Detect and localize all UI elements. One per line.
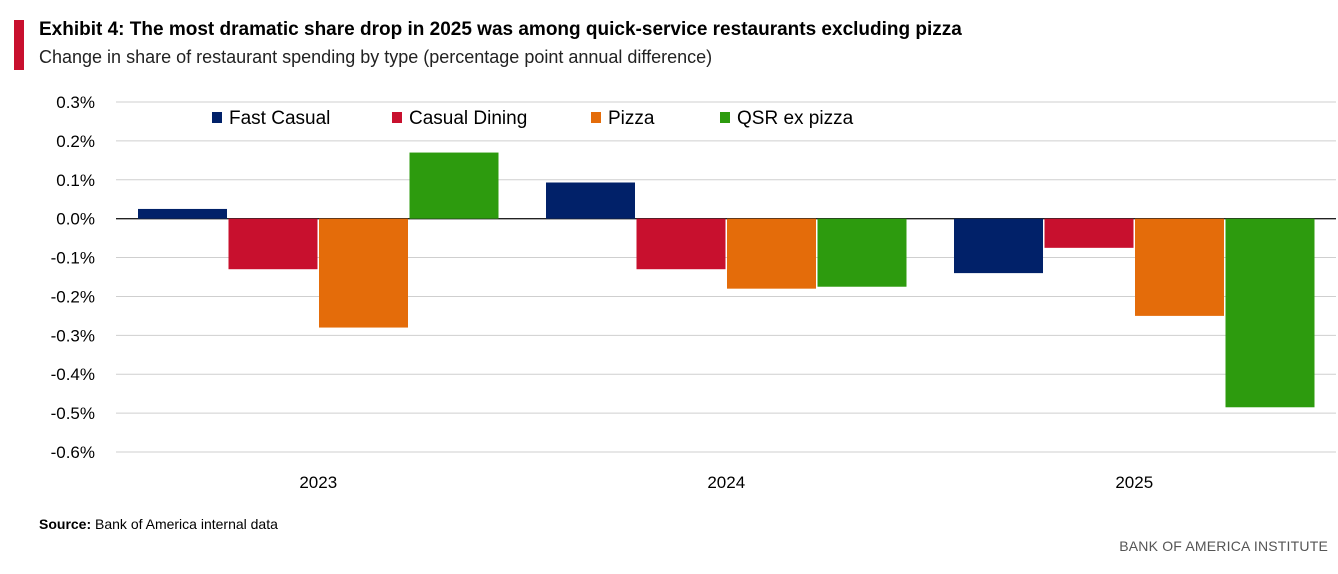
bar-fast-casual-2024 xyxy=(546,182,635,219)
legend-swatch xyxy=(212,112,222,123)
y-tick-label: -0.2% xyxy=(51,287,95,306)
y-tick-label: 0.0% xyxy=(56,210,95,229)
bar-chart: 0.3% 0.2% 0.1% 0.0% -0.1% -0.2% -0.3% -0.4% -0.5… xyxy=(51,93,1336,492)
bar-qsr-ex-pizza-2023 xyxy=(409,152,499,219)
y-tick-label: -0.1% xyxy=(51,249,95,268)
x-tick-label: 2024 xyxy=(707,473,745,492)
y-tick-label: -0.6% xyxy=(51,443,95,462)
bar-pizza-2024 xyxy=(727,218,816,289)
legend-label: Fast Casual xyxy=(229,108,330,129)
y-tick-label: -0.4% xyxy=(51,365,95,384)
legend-swatch xyxy=(591,112,601,123)
title-accent-bar xyxy=(14,20,24,70)
bar-casual-dining-2024 xyxy=(636,218,726,270)
bar-pizza-2025 xyxy=(1135,218,1224,316)
source-text: Bank of America internal data xyxy=(91,516,278,532)
bar-qsr-ex-pizza-2025 xyxy=(1225,218,1315,408)
chart-subtitle: Change in share of restaurant spending b… xyxy=(39,47,713,67)
bar-fast-casual-2023 xyxy=(138,208,227,219)
chart-title: Exhibit 4: The most dramatic share drop … xyxy=(39,19,962,40)
source-label: Source: xyxy=(39,516,92,532)
bar-fast-casual-2025 xyxy=(954,218,1043,274)
legend-swatch xyxy=(392,112,402,123)
legend-label: QSR ex pizza xyxy=(737,108,854,129)
bar-casual-dining-2023 xyxy=(228,218,318,270)
legend-label: Pizza xyxy=(608,108,655,129)
legend-swatch xyxy=(720,112,730,123)
source-note: Source: Bank of America internal data xyxy=(39,516,278,532)
legend-label: Casual Dining xyxy=(409,108,527,129)
x-tick-label: 2025 xyxy=(1115,473,1153,492)
x-tick-label: 2023 xyxy=(299,473,337,492)
bar-pizza-2023 xyxy=(319,218,408,328)
bar-qsr-ex-pizza-2024 xyxy=(817,218,907,287)
y-tick-label: 0.1% xyxy=(56,171,95,190)
y-tick-label: 0.3% xyxy=(56,93,95,112)
y-tick-label: -0.5% xyxy=(51,404,95,423)
y-tick-label: 0.2% xyxy=(56,132,95,151)
brand-footer: BANK OF AMERICA INSTITUTE xyxy=(1119,538,1328,554)
bar-casual-dining-2025 xyxy=(1044,218,1134,248)
y-tick-label: -0.3% xyxy=(51,326,95,345)
